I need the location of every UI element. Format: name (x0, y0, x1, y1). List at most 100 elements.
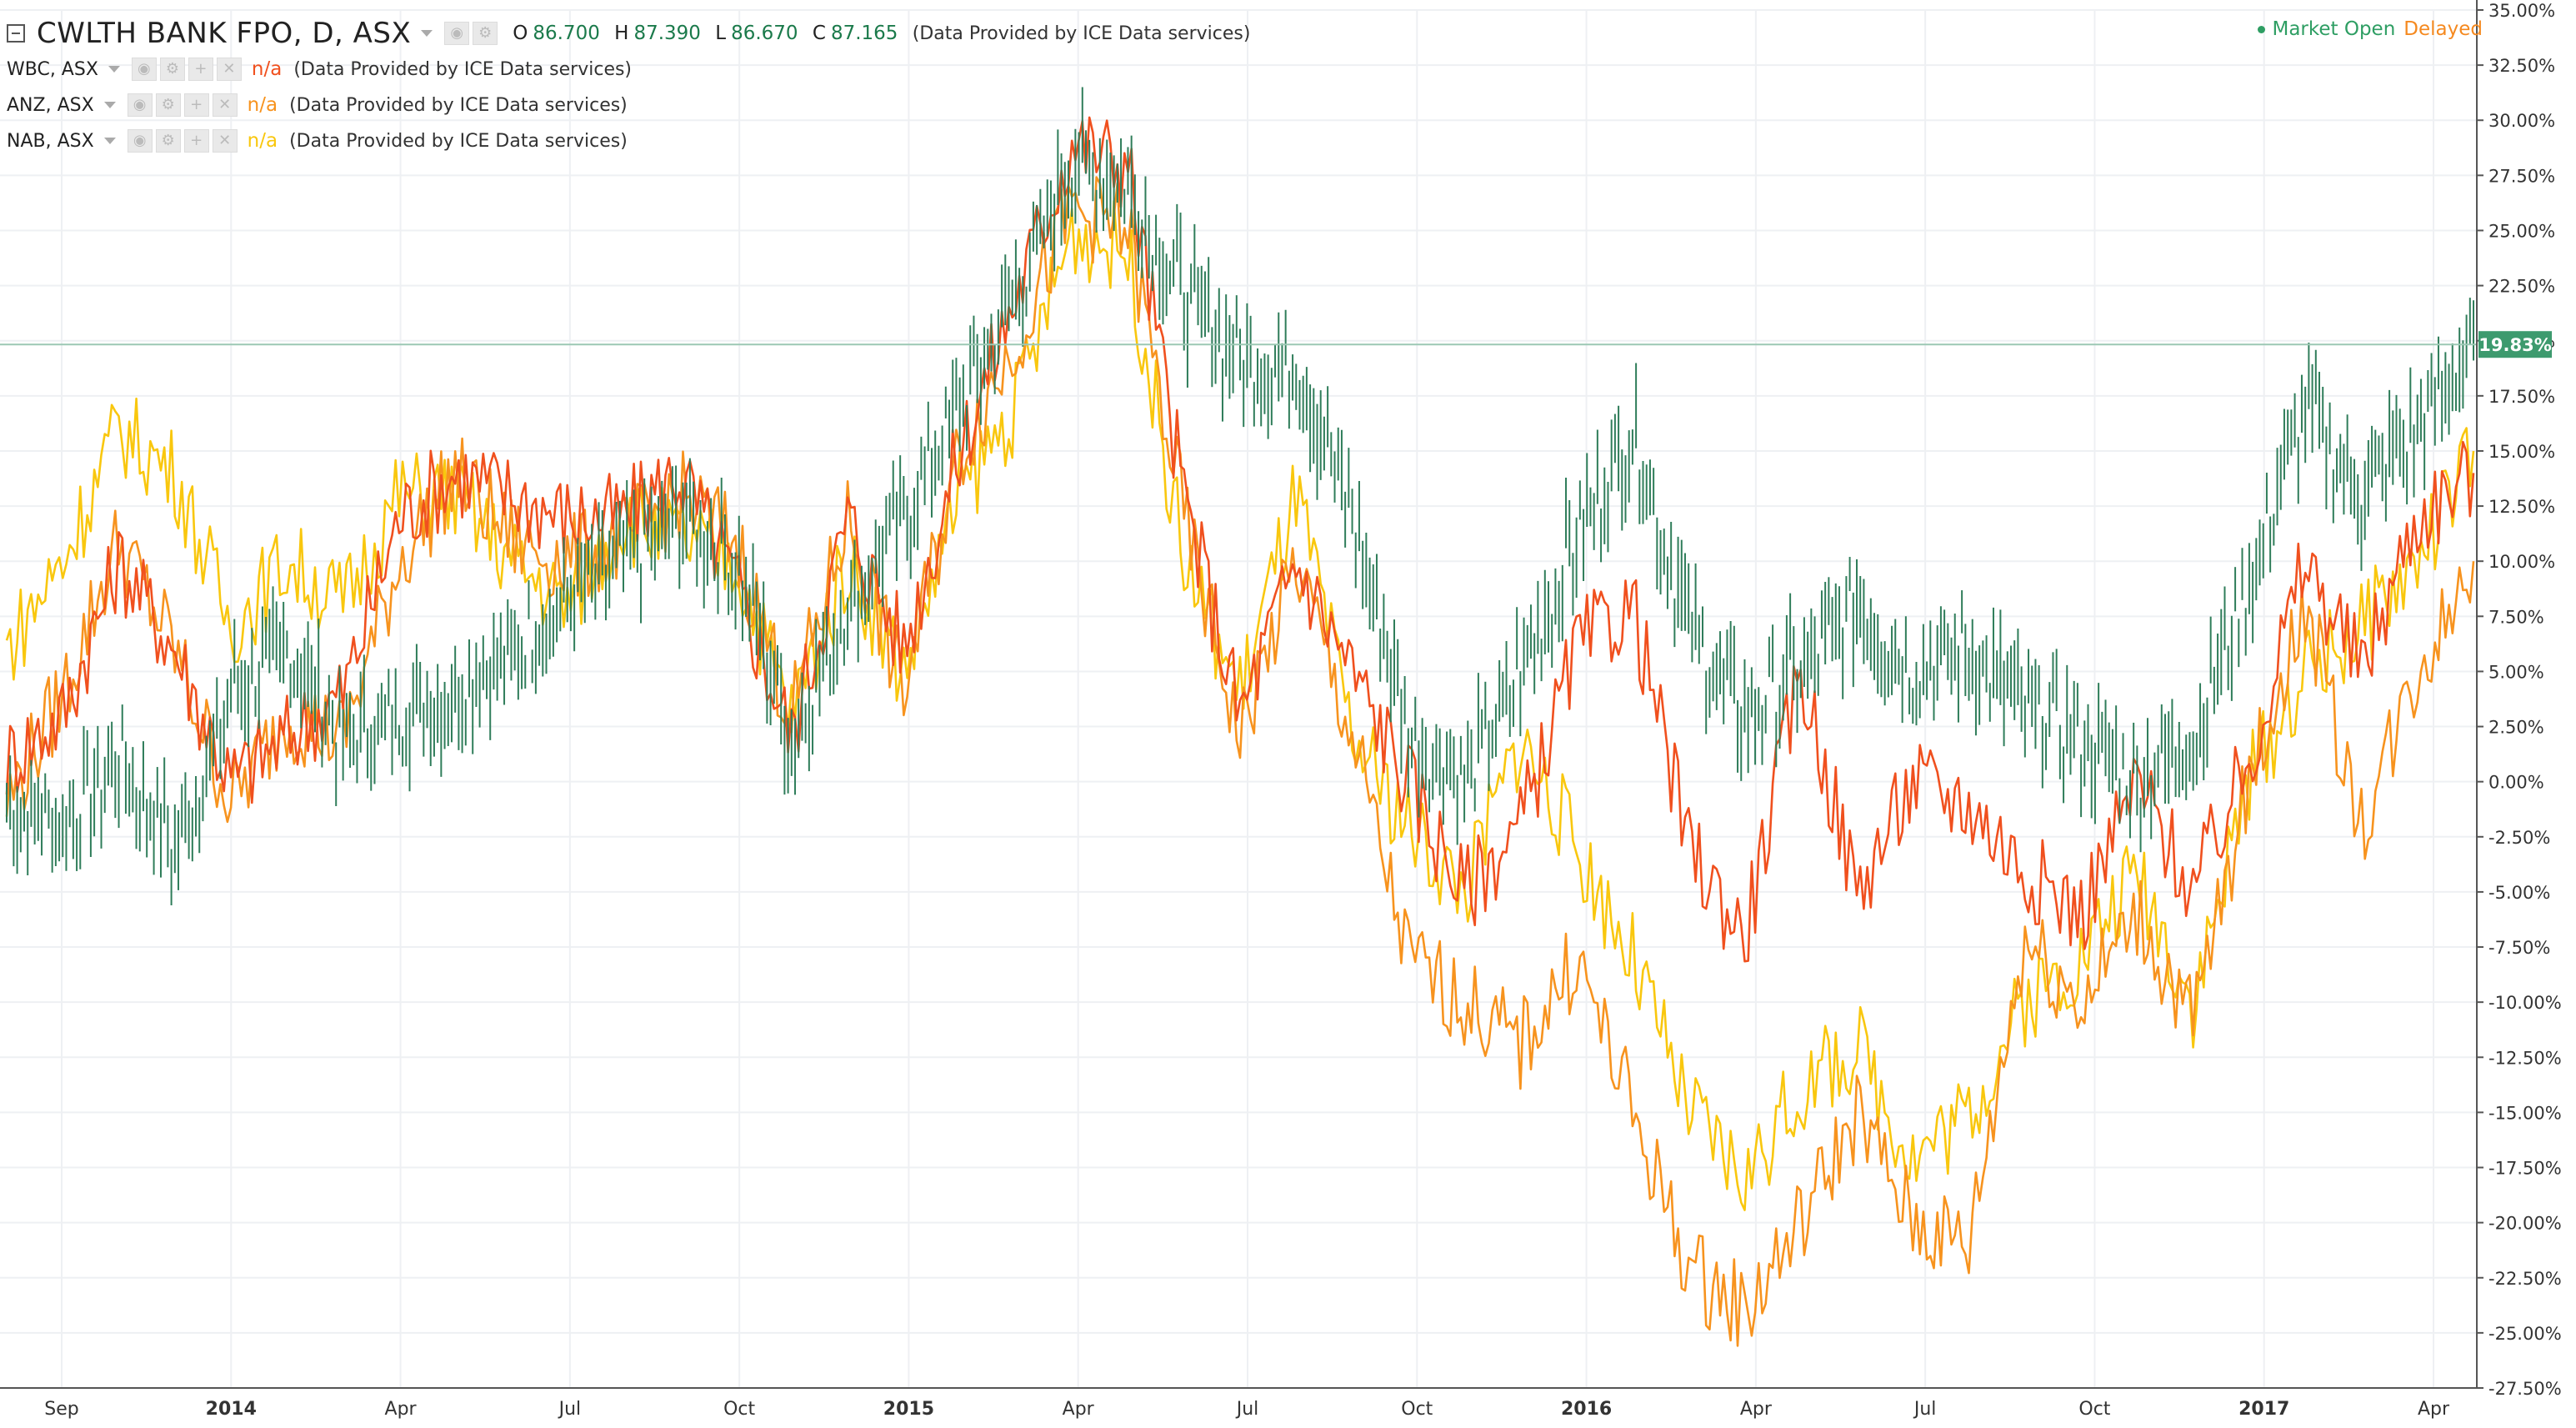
comparison-buttons: ◉ ⚙ + ✕ (127, 93, 238, 117)
ohlc-readout: O 86.700 H 87.390 L 86.670 C 87.165 (Data Pr… (513, 23, 1250, 44)
plus-icon[interactable]: + (183, 93, 209, 117)
low-value: 86.670 (731, 23, 798, 44)
y-tick-label: 15.00% (2488, 442, 2555, 462)
y-tick-label: -10.00% (2488, 993, 2562, 1013)
y-tick-label: 10.00% (2488, 552, 2555, 572)
eye-icon[interactable]: ◉ (127, 93, 153, 117)
y-tick-label: 2.50% (2488, 718, 2544, 738)
delayed-label: Delayed (2403, 18, 2483, 40)
y-tick-label: 5.00% (2488, 662, 2544, 682)
comparison-legend-anz: ANZ, ASX ◉ ⚙ + ✕ n/a (Data Provided by I… (7, 89, 628, 121)
x-tick-label: Jul (1235, 1399, 1259, 1420)
low-label: L (715, 23, 727, 44)
y-tick-label: -17.50% (2488, 1159, 2562, 1179)
x-tick-label: 2016 (1561, 1399, 1612, 1420)
collapse-legend-button[interactable] (7, 24, 25, 43)
x-tick-label: 2014 (206, 1399, 257, 1420)
y-tick-label: 22.50% (2488, 277, 2555, 297)
comparison-value: n/a (247, 94, 278, 116)
y-tick-label: 0.00% (2488, 773, 2544, 793)
y-tick-label: -15.00% (2488, 1103, 2562, 1123)
main-symbol-title[interactable]: CWLTH BANK FPO, D, ASX (37, 17, 412, 50)
high-value: 87.390 (633, 23, 701, 44)
close-label: C (812, 23, 826, 44)
data-source-note: (Data Provided by ICE Data services) (293, 58, 633, 80)
y-tick-label: 7.50% (2488, 607, 2544, 627)
comparison-symbol[interactable]: NAB, ASX (7, 130, 94, 152)
y-tick-label: 12.50% (2488, 497, 2555, 517)
y-tick-label: 32.50% (2488, 56, 2555, 76)
open-value: 86.700 (533, 23, 600, 44)
comparison-buttons: ◉ ⚙ + ✕ (131, 58, 242, 81)
y-tick-label: -5.00% (2488, 883, 2550, 903)
close-value: 87.165 (830, 23, 898, 44)
high-label: H (614, 23, 629, 44)
x-tick-label: Apr (1063, 1399, 1095, 1420)
y-tick-label: -22.50% (2488, 1269, 2562, 1289)
series-line (5, 176, 2475, 1347)
comparison-value: n/a (251, 58, 283, 80)
close-icon[interactable]: ✕ (216, 58, 242, 81)
eye-icon[interactable]: ◉ (131, 58, 157, 81)
plus-icon[interactable]: + (188, 58, 213, 81)
plus-icon[interactable]: + (183, 129, 209, 153)
y-tick-label: 35.00% (2488, 1, 2555, 21)
market-status: Market Open Delayed (2258, 18, 2483, 40)
y-tick-label: 17.50% (2488, 387, 2555, 407)
comparison-buttons: ◉ ⚙ + ✕ (127, 129, 238, 153)
x-tick-label: 2015 (883, 1399, 934, 1420)
y-tick-label: 30.00% (2488, 111, 2555, 131)
series-line (5, 116, 2475, 963)
comparison-symbol[interactable]: ANZ, ASX (7, 94, 94, 116)
x-tick-label: 2017 (2238, 1399, 2289, 1420)
x-tick-label: Oct (1401, 1399, 1433, 1420)
last-value-tag (2478, 331, 2552, 358)
x-tick-label: Jul (1913, 1399, 1937, 1420)
chevron-down-icon[interactable] (103, 102, 116, 108)
gear-icon[interactable]: ⚙ (155, 129, 181, 153)
y-tick-label: -25.00% (2488, 1324, 2562, 1344)
x-tick-label: Apr (1740, 1399, 1773, 1420)
y-tick-label: -20.00% (2488, 1214, 2562, 1234)
eye-icon[interactable]: ◉ (127, 129, 153, 153)
gear-icon[interactable]: ⚙ (473, 22, 498, 45)
comparison-legend-wbc: WBC, ASX ◉ ⚙ + ✕ n/a (Data Provided by I… (7, 53, 632, 85)
x-tick-label: Oct (2078, 1399, 2110, 1420)
comparison-value: n/a (247, 130, 278, 152)
series-layer (0, 87, 2477, 1347)
y-tick-label: -27.50% (2488, 1379, 2562, 1399)
series-line (5, 199, 2475, 1211)
x-tick-label: Sep (44, 1399, 78, 1420)
main-series-legend: CWLTH BANK FPO, D, ASX ◉ ⚙ O 86.700 H 87.3… (7, 15, 1250, 52)
chevron-down-icon[interactable] (421, 30, 433, 37)
data-source-note: (Data Provided by ICE Data services) (912, 23, 1251, 44)
data-source-note: (Data Provided by ICE Data services) (289, 94, 628, 116)
y-tick-label: -7.50% (2488, 938, 2550, 958)
y-tick-label: 25.00% (2488, 221, 2555, 241)
y-tick-label: -12.50% (2488, 1048, 2562, 1068)
chevron-down-icon[interactable] (103, 138, 116, 144)
x-tick-label: Jul (558, 1399, 582, 1420)
chevron-down-icon[interactable] (108, 66, 120, 73)
data-source-note: (Data Provided by ICE Data services) (289, 130, 628, 152)
open-label: O (513, 23, 528, 44)
legend: CWLTH BANK FPO, D, ASX ◉ ⚙ O 86.700 H 87.3… (0, 0, 1250, 167)
market-open-label: Market Open (2272, 18, 2396, 40)
main-series-buttons: ◉ ⚙ (444, 22, 498, 45)
comparison-symbol[interactable]: WBC, ASX (7, 58, 98, 80)
gear-icon[interactable]: ⚙ (159, 58, 185, 81)
gear-icon[interactable]: ⚙ (155, 93, 181, 117)
comparison-legend-nab: NAB, ASX ◉ ⚙ + ✕ n/a (Data Provided by I… (7, 125, 628, 157)
close-icon[interactable]: ✕ (212, 129, 238, 153)
status-dot-icon (2258, 26, 2266, 33)
eye-icon[interactable]: ◉ (444, 22, 470, 45)
y-tick-label: -2.50% (2488, 828, 2550, 848)
y-tick-label: 27.50% (2488, 166, 2555, 186)
close-icon[interactable]: ✕ (212, 93, 238, 117)
x-tick-label: Apr (385, 1399, 418, 1420)
x-tick-label: Oct (723, 1399, 755, 1420)
